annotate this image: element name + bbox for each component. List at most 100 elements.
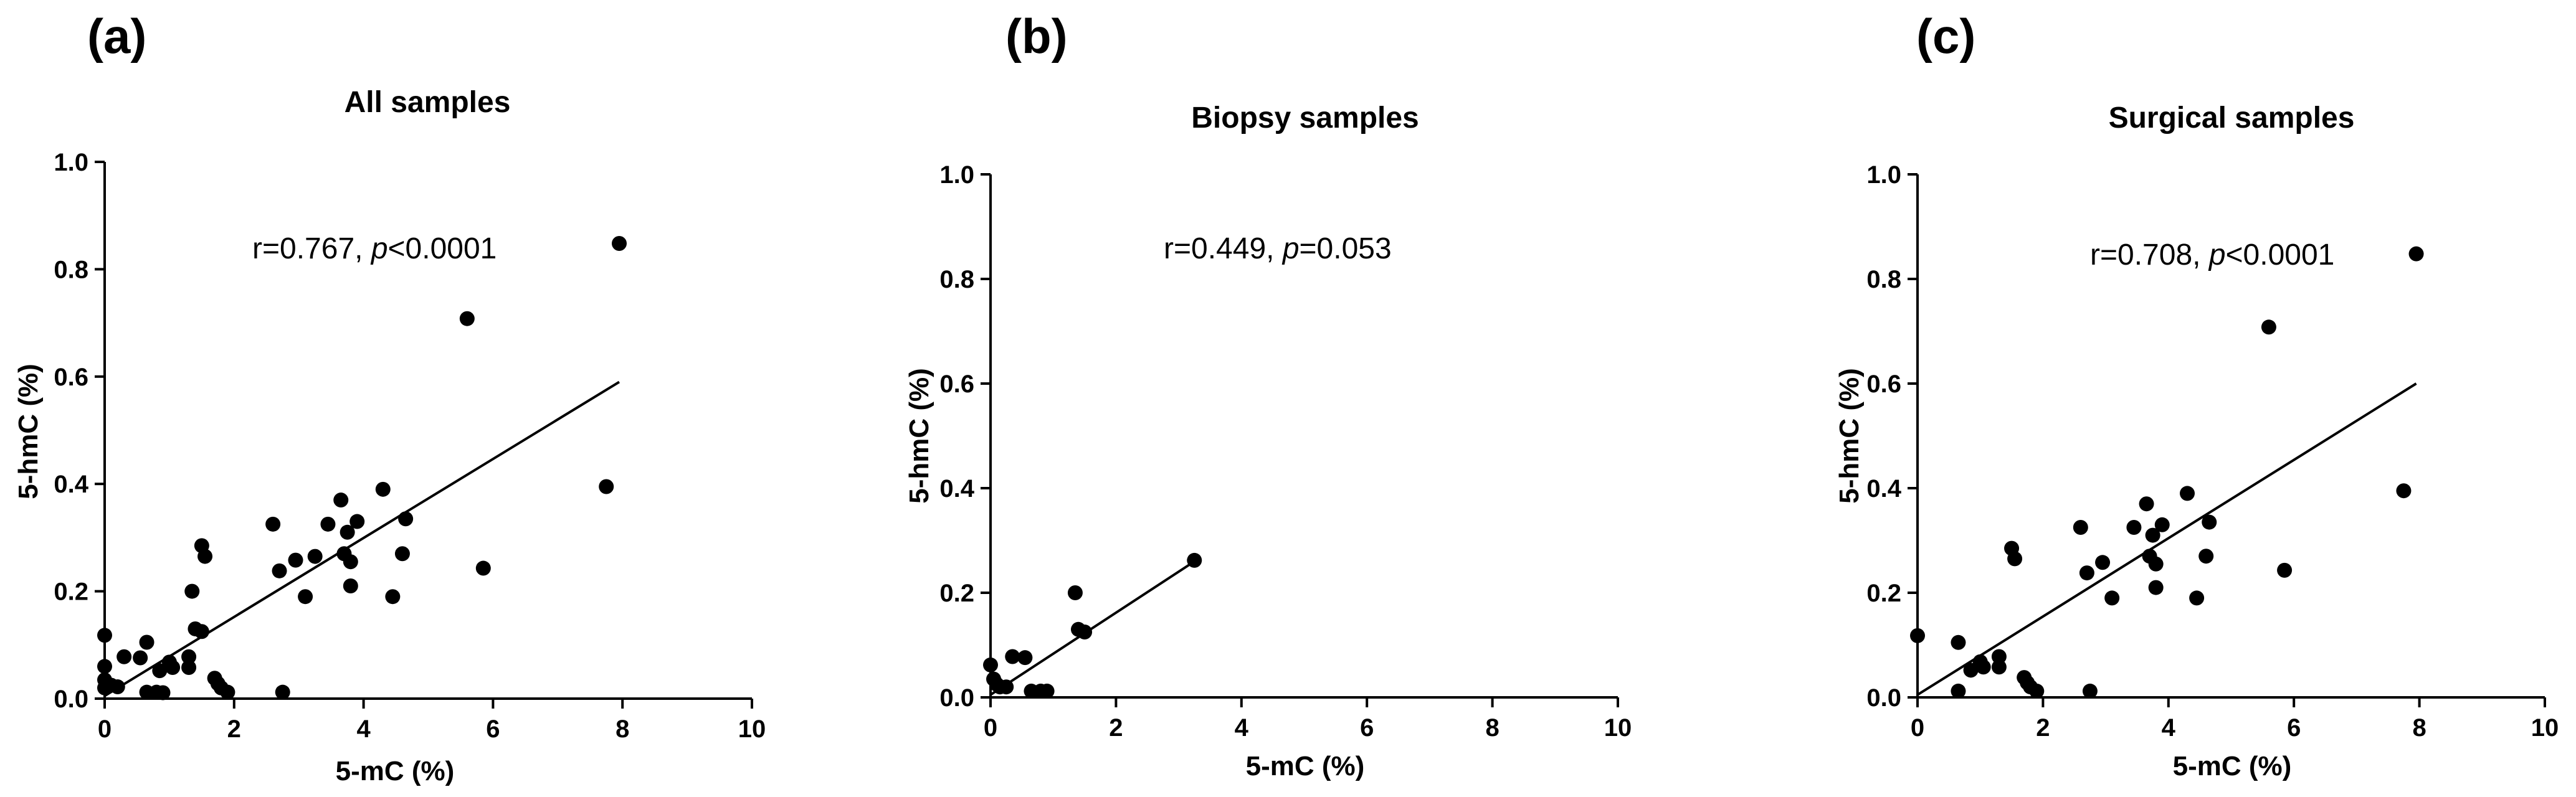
data-point bbox=[1991, 649, 2007, 664]
y-tick-label: 0.8 bbox=[1866, 266, 1901, 293]
y-axis-title-b: 5-hmC (%) bbox=[904, 368, 934, 504]
data-point bbox=[2408, 246, 2424, 262]
x-tick-label: 2 bbox=[227, 715, 241, 743]
data-point bbox=[272, 563, 287, 578]
x-tick-label: 8 bbox=[1485, 714, 1499, 742]
data-point bbox=[983, 657, 998, 672]
y-tick-label: 0.4 bbox=[1866, 475, 1901, 502]
data-point bbox=[2007, 551, 2023, 567]
data-point bbox=[1951, 634, 1966, 650]
y-tick-label: 0.0 bbox=[1866, 684, 1901, 712]
data-point bbox=[2154, 517, 2170, 532]
data-point bbox=[2189, 590, 2205, 606]
data-point bbox=[599, 479, 614, 494]
data-point bbox=[1975, 659, 1991, 675]
data-point bbox=[343, 578, 358, 593]
data-point bbox=[340, 524, 355, 540]
p-letter-a: p bbox=[370, 232, 388, 265]
data-point bbox=[2095, 555, 2111, 570]
x-tick-label: 0 bbox=[984, 714, 997, 742]
data-point bbox=[1067, 585, 1083, 600]
data-point bbox=[181, 649, 197, 664]
data-point bbox=[97, 628, 112, 643]
y-axis-title-a: 5-hmC (%) bbox=[13, 364, 44, 499]
data-point bbox=[194, 624, 209, 639]
data-point bbox=[1951, 683, 1966, 699]
x-tick-label: 4 bbox=[1235, 714, 1249, 742]
data-point bbox=[298, 589, 313, 605]
data-point bbox=[1077, 625, 1093, 639]
p-value-c: <0.0001 bbox=[2226, 238, 2335, 271]
data-point bbox=[2148, 556, 2164, 572]
data-point bbox=[288, 552, 303, 568]
data-point bbox=[110, 679, 125, 695]
data-point bbox=[275, 684, 290, 700]
data-point bbox=[1187, 552, 1202, 568]
stat-annotation-c: r=0.708, p<0.0001 bbox=[2090, 238, 2334, 271]
y-tick-label: 1.0 bbox=[54, 149, 88, 176]
data-point bbox=[1910, 628, 1925, 643]
y-tick-label: 0.4 bbox=[54, 471, 88, 498]
plot-area-c: 0 2 4 6 8 10 0.0 0.2 0.4 0.6 0.8 1.0 bbox=[1866, 161, 2559, 742]
y-tick-label: 0.0 bbox=[54, 686, 88, 713]
data-point bbox=[2126, 520, 2142, 535]
data-point bbox=[385, 589, 401, 605]
data-point bbox=[333, 493, 349, 508]
data-point bbox=[1991, 659, 2007, 675]
data-point bbox=[165, 660, 181, 676]
x-tick-label: 4 bbox=[356, 715, 371, 743]
y-tick-label: 0.8 bbox=[54, 256, 88, 283]
data-point bbox=[1005, 649, 1020, 664]
x-tick-label: 8 bbox=[615, 715, 629, 743]
r-value-b: r=0.449, bbox=[1164, 232, 1283, 265]
data-point bbox=[2082, 683, 2098, 699]
panel-letter-b: (b) bbox=[1005, 9, 1068, 64]
regression-line bbox=[103, 380, 620, 697]
data-point bbox=[349, 514, 365, 529]
x-tick-label: 2 bbox=[1109, 714, 1123, 742]
data-point bbox=[459, 311, 475, 326]
data-point bbox=[2145, 527, 2160, 543]
data-point bbox=[2396, 483, 2412, 499]
data-point bbox=[375, 481, 391, 497]
data-point bbox=[181, 660, 197, 676]
y-tick-label: 0.0 bbox=[939, 684, 974, 712]
chart-title-b: Biopsy samples bbox=[1191, 101, 1419, 134]
regression-line bbox=[989, 560, 1195, 696]
data-point bbox=[2079, 565, 2094, 581]
data-point bbox=[2277, 562, 2293, 578]
r-value-a: r=0.767, bbox=[252, 232, 371, 265]
data-point bbox=[2202, 514, 2217, 530]
panel-b: (b) Biopsy samples r=0.449, p=0.053 5-mC… bbox=[904, 9, 1632, 781]
x-tick-label: 10 bbox=[738, 715, 766, 743]
y-axis-title-c: 5-hmC (%) bbox=[1834, 368, 1865, 504]
data-point bbox=[197, 549, 213, 564]
p-value-a: <0.0001 bbox=[388, 232, 497, 265]
data-point bbox=[320, 516, 336, 532]
data-point bbox=[2029, 683, 2045, 699]
y-tick-label: 0.6 bbox=[54, 364, 88, 391]
data-point bbox=[394, 546, 410, 562]
x-tick-label: 10 bbox=[2531, 714, 2559, 742]
panel-letter-a: (a) bbox=[87, 9, 146, 64]
stat-annotation-a: r=0.767, p<0.0001 bbox=[252, 232, 497, 265]
data-point bbox=[2148, 580, 2164, 595]
data-point bbox=[265, 516, 281, 532]
data-point bbox=[97, 659, 112, 674]
data-point bbox=[307, 549, 323, 564]
data-point bbox=[1039, 683, 1055, 699]
x-tick-label: 0 bbox=[1911, 714, 1924, 742]
y-tick-label: 0.6 bbox=[1866, 370, 1901, 398]
p-value-b: =0.053 bbox=[1300, 232, 1392, 265]
x-tick-label: 10 bbox=[1604, 714, 1632, 742]
x-axis-title-b: 5-mC (%) bbox=[1246, 751, 1365, 781]
p-letter-b: p bbox=[1281, 232, 1300, 265]
y-tick-label: 0.2 bbox=[939, 580, 974, 607]
x-tick-label: 6 bbox=[2287, 714, 2301, 742]
r-value-c: r=0.708, bbox=[2090, 238, 2209, 271]
y-tick-label: 0.4 bbox=[939, 475, 974, 502]
data-point bbox=[2104, 590, 2120, 606]
chart-title-c: Surgical samples bbox=[2109, 101, 2355, 134]
data-point bbox=[1017, 650, 1033, 666]
regression-line bbox=[1916, 382, 2417, 696]
